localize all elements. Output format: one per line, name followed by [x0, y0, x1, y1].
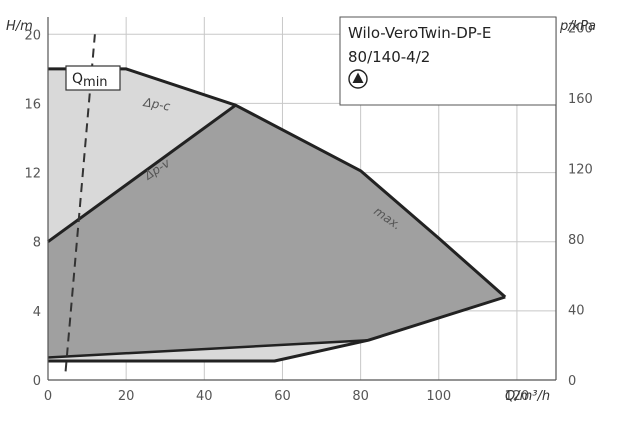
min-speed-line — [47, 338, 369, 359]
legend-subtitle: 80/140-4/2 — [348, 48, 430, 66]
qmin-label-box — [65, 65, 121, 91]
x-tick-label: 80 — [352, 389, 369, 404]
y2-tick-label: 80 — [568, 233, 585, 248]
x-axis-title: Q/m³/h — [505, 389, 550, 404]
icon-triangle — [352, 72, 364, 83]
dp-c-curve-label: Δp-c — [141, 95, 171, 114]
y-tick-label: 16 — [24, 97, 41, 112]
y-tick-label: 20 — [24, 28, 41, 43]
y2-tick-label: 0 — [568, 374, 576, 389]
y-axis-title: H/m — [6, 19, 33, 34]
y2-tick-label: 40 — [568, 304, 585, 319]
triangle-up-in-circle-icon — [348, 69, 368, 89]
x-tick-label: 40 — [196, 389, 213, 404]
y2-tick-label: 200 — [568, 22, 593, 37]
x-tick-label: 20 — [118, 389, 135, 404]
y-tick-label: 4 — [33, 305, 41, 320]
y-tick-label: 0 — [33, 374, 41, 389]
legend-box — [339, 16, 557, 106]
x-tick-label: 0 — [44, 389, 52, 404]
x-tick-label: 100 — [426, 389, 451, 404]
min-speed-light-area — [48, 352, 299, 361]
y2-tick-label: 160 — [568, 92, 593, 107]
x-tick-label: 60 — [274, 389, 291, 404]
min-curve-line — [48, 295, 506, 363]
y2-tick-label: 120 — [568, 163, 593, 178]
qmin-dashed-line — [64, 34, 96, 372]
qmin-label: Qmin — [72, 71, 108, 90]
y-tick-label: 8 — [33, 236, 41, 251]
dp-v-range-area — [48, 105, 506, 358]
x-tick-label: 120 — [505, 389, 530, 404]
y2-axis-title: p/kPa — [559, 19, 596, 34]
legend-title: Wilo-VeroTwin-DP-E — [348, 24, 491, 42]
y-tick-label: 12 — [24, 167, 41, 182]
